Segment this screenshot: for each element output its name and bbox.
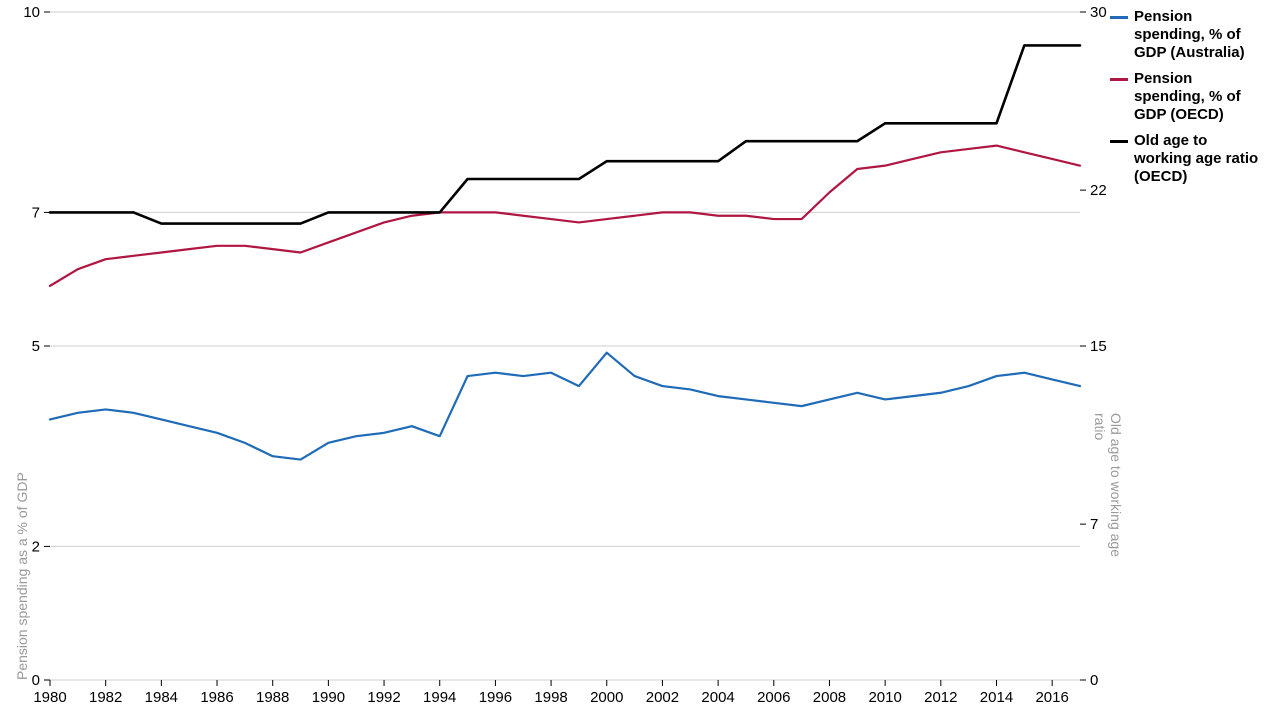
x-tick-label: 2014 <box>980 689 1013 706</box>
line-chart: 0257100715223019801982198419861988199019… <box>0 0 1280 720</box>
legend-item: Pension spending, % of GDP (Australia) <box>1110 8 1260 62</box>
chart-legend: Pension spending, % of GDP (Australia) Pe… <box>1110 8 1260 194</box>
y-right-tick-label: 30 <box>1090 4 1107 21</box>
x-tick-label: 2012 <box>924 689 957 706</box>
x-tick-label: 1998 <box>534 689 567 706</box>
x-tick-label: 1994 <box>423 689 456 706</box>
legend-swatch <box>1110 140 1128 143</box>
series-old_age_ratio <box>50 45 1080 223</box>
legend-label: Pension spending, % of GDP (OECD) <box>1134 70 1260 124</box>
x-tick-label: 2008 <box>813 689 846 706</box>
y-left-tick-label: 7 <box>32 204 40 221</box>
x-tick-label: 1980 <box>33 689 66 706</box>
x-tick-label: 1982 <box>89 689 122 706</box>
y-right-tick-label: 22 <box>1090 182 1107 199</box>
x-tick-label: 2016 <box>1035 689 1068 706</box>
y-left-tick-label: 2 <box>32 538 40 555</box>
x-tick-label: 2000 <box>590 689 623 706</box>
series-pension_aus <box>50 353 1080 460</box>
x-tick-label: 1990 <box>312 689 345 706</box>
y-left-tick-label: 0 <box>32 672 40 689</box>
x-tick-label: 1996 <box>479 689 512 706</box>
x-tick-label: 1988 <box>256 689 289 706</box>
legend-swatch <box>1110 78 1128 81</box>
legend-swatch <box>1110 16 1128 19</box>
x-tick-label: 1986 <box>200 689 233 706</box>
x-tick-label: 1984 <box>145 689 178 706</box>
y-axis-right-title: Old age to working age ratio <box>1092 413 1124 569</box>
y-axis-left-title: Pension spending as a % of GDP <box>14 472 30 680</box>
legend-label: Pension spending, % of GDP (Australia) <box>1134 8 1260 62</box>
x-tick-label: 1992 <box>367 689 400 706</box>
chart-container: 0257100715223019801982198419861988199019… <box>0 0 1280 720</box>
x-tick-label: 2004 <box>701 689 734 706</box>
legend-item: Pension spending, % of GDP (OECD) <box>1110 70 1260 124</box>
x-tick-label: 2010 <box>868 689 901 706</box>
series-pension_oecd <box>50 146 1080 286</box>
x-tick-label: 2006 <box>757 689 790 706</box>
y-right-tick-label: 15 <box>1090 338 1107 355</box>
legend-label: Old age to working age ratio (OECD) <box>1134 132 1260 186</box>
legend-item: Old age to working age ratio (OECD) <box>1110 132 1260 186</box>
x-tick-label: 2002 <box>646 689 679 706</box>
y-left-tick-label: 10 <box>23 4 40 21</box>
y-right-tick-label: 0 <box>1090 672 1098 689</box>
y-left-tick-label: 5 <box>32 338 40 355</box>
